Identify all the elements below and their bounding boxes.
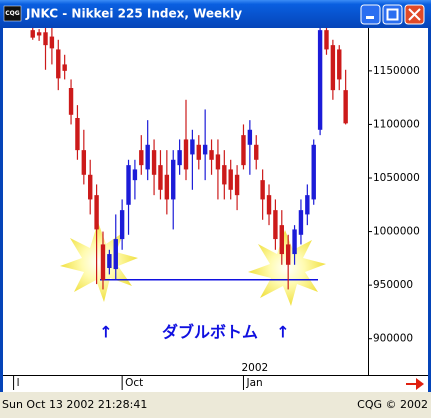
x-tick-label: l [17, 377, 20, 389]
candle-body [215, 154, 221, 170]
candle-body [151, 150, 157, 175]
candle-body [241, 135, 246, 166]
candle-body [113, 239, 118, 270]
candle-body [285, 244, 291, 265]
x-tick-label: Jan [245, 377, 262, 389]
candle-body [279, 225, 284, 255]
candle-body [56, 49, 61, 79]
y-tick-label: 1150000 [373, 65, 420, 77]
candle-body [75, 118, 80, 151]
annotation-arrow: ↑ [99, 323, 112, 342]
candle-body [132, 169, 138, 181]
annotation-text: ダブルボトム [162, 323, 258, 342]
candle-body [343, 90, 348, 124]
minimize-icon [366, 16, 374, 19]
y-tick-label: 1050000 [373, 172, 420, 184]
candle-body [260, 180, 265, 200]
candle-body [254, 144, 259, 160]
close-icon [408, 8, 421, 21]
candle-body [107, 254, 112, 268]
candle-body [202, 144, 208, 155]
candle-body [311, 144, 316, 200]
y-tick-label: 1100000 [373, 118, 420, 130]
candle-body [317, 30, 323, 130]
candle-body [298, 210, 304, 235]
year-label: 2002 [241, 362, 268, 374]
candle-body [68, 88, 74, 115]
status-copyright: CQG © 2002 [357, 398, 428, 411]
status-bar [0, 392, 431, 414]
candle-body [164, 174, 170, 200]
starburst [60, 222, 138, 302]
candle-body [139, 150, 144, 166]
candle-body [171, 159, 176, 200]
y-tick-label: 950000 [373, 279, 413, 291]
candle-body [209, 150, 214, 160]
candle-body [337, 49, 342, 80]
candle-body [177, 150, 182, 166]
candle-body [126, 165, 131, 205]
candle-body [183, 139, 189, 170]
candle-body [324, 30, 329, 50]
candle-body [292, 229, 297, 255]
candle-body [62, 64, 67, 71]
maximize-button[interactable] [382, 4, 403, 25]
annotation-arrow: ↑ [276, 323, 289, 342]
candle-body [158, 165, 163, 190]
chart-area [3, 28, 428, 392]
candle-body [88, 174, 93, 200]
candle-body [94, 195, 99, 230]
window-title: JNKC - Nikkei 225 Index, Weekly [25, 7, 242, 21]
candle-body [234, 174, 240, 196]
candle-body [190, 139, 195, 155]
candle-body [273, 210, 278, 240]
candle-body [266, 195, 272, 215]
highlights [60, 222, 326, 306]
candle-body [305, 195, 310, 215]
candle-body [119, 210, 125, 240]
candle-body [330, 45, 336, 91]
maximize-icon [386, 8, 399, 21]
app-icon-label: CQG [5, 10, 20, 17]
y-tick-label: 900000 [373, 333, 413, 345]
title-bar [0, 0, 431, 28]
candle-body [81, 150, 87, 175]
y-tick-label: 1000000 [373, 226, 420, 238]
scroll-arrow[interactable] [406, 378, 424, 390]
candle-body [228, 169, 233, 190]
minimize-button[interactable] [360, 4, 381, 25]
candle-body [145, 144, 150, 170]
candle-body [100, 244, 106, 280]
starburst [248, 230, 326, 306]
candle-body [36, 32, 42, 36]
x-tick-label: Oct [125, 377, 143, 389]
candle-body [49, 36, 55, 49]
candle-body [222, 165, 227, 185]
app-icon [3, 5, 22, 22]
candle-body [43, 32, 48, 46]
candle-body [247, 129, 253, 145]
status-timestamp: Sun Oct 13 2002 21:28:41 [2, 398, 147, 411]
candle-body [196, 144, 201, 160]
candle-body [30, 30, 35, 38]
